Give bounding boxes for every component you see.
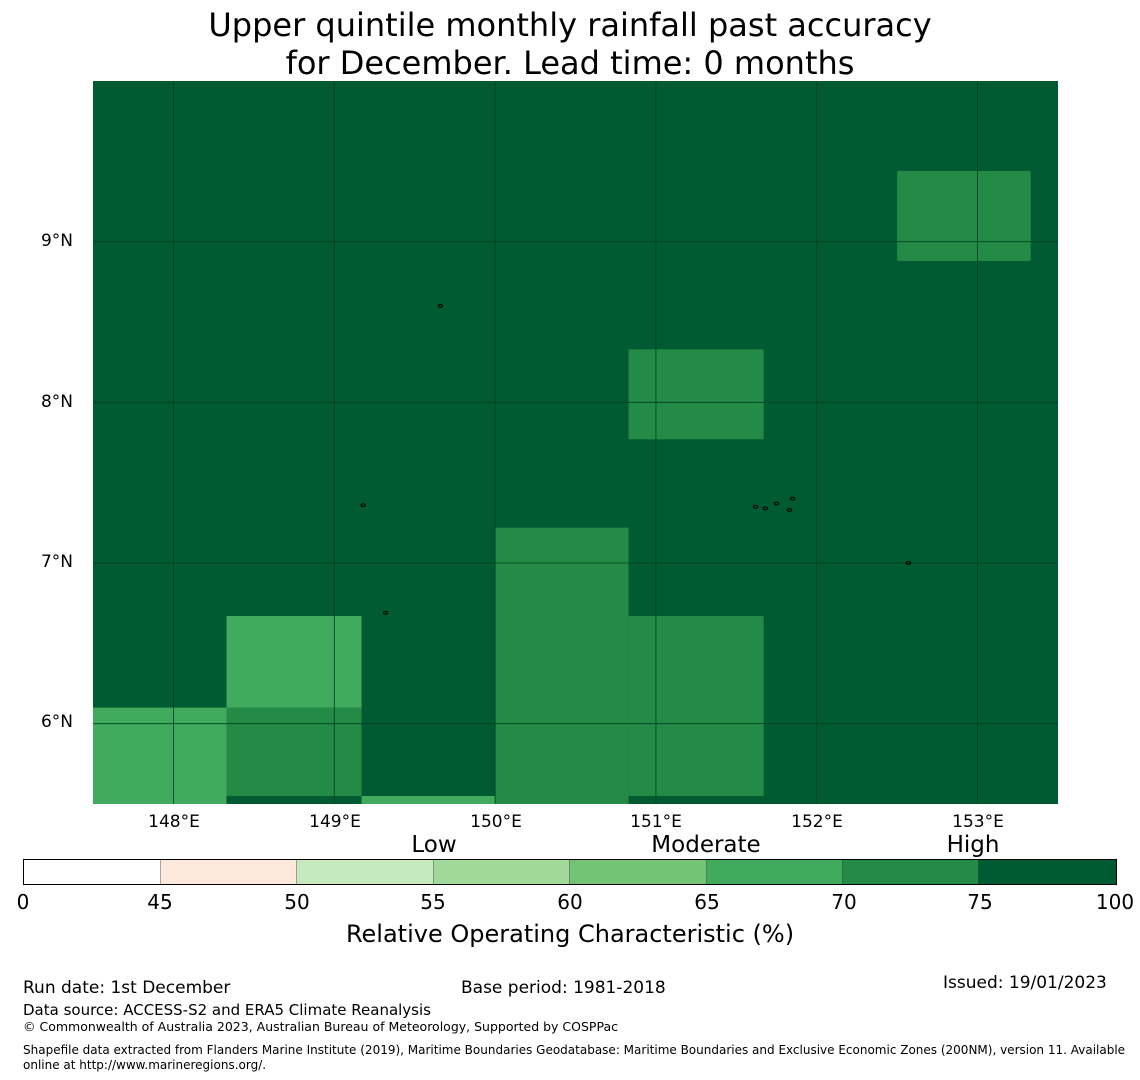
- island-outline-2: [382, 610, 389, 615]
- lat-label-8n: 8°N: [40, 392, 73, 412]
- roc-cell-6: [628, 349, 764, 440]
- copyright-notice: © Commonwealth of Australia 2023, Austra…: [23, 1019, 618, 1034]
- run-date: Run date: 1st December: [23, 978, 231, 998]
- lon-label-148e: 148°E: [148, 812, 200, 832]
- colorbar-segment-65-70: [706, 860, 844, 884]
- colorbar-segment-50-55: [297, 860, 434, 884]
- lat-label-9n: 9°N: [40, 231, 73, 251]
- lon-label-149e: 149°E: [309, 812, 361, 832]
- chart-title-line-2: for December. Lead time: 0 months: [285, 44, 855, 82]
- island-outline-8: [905, 561, 912, 565]
- shapefile-credit-line-2: online at http://www.marineregions.org/.: [23, 1058, 267, 1072]
- colorbar-segment-55-60: [433, 860, 571, 884]
- roc-cell-3: [361, 795, 496, 804]
- colorbar-tick-65: 65: [694, 890, 720, 914]
- colorbar-tick-60: 60: [557, 890, 583, 914]
- lat-label-6n: 6°N: [40, 712, 73, 732]
- data-source: Data source: ACCESS-S2 and ERA5 Climate …: [23, 1001, 431, 1019]
- roc-cell-0: [93, 707, 227, 804]
- island-outline-0: [437, 303, 444, 308]
- roc-cell-2: [226, 707, 362, 796]
- colorbar-tick-45: 45: [147, 890, 173, 914]
- lon-label-153e: 153°E: [952, 812, 1004, 832]
- colorbar-segment-75-100: [979, 860, 1117, 884]
- colorbar-segment-0-45: [24, 860, 161, 884]
- colorbar-tick-55: 55: [420, 890, 446, 914]
- colorbar-tick-100: 100: [1095, 890, 1135, 914]
- colorbar-segment-45-50: [160, 860, 298, 884]
- colorbar-label: Relative Operating Characteristic (%): [345, 920, 795, 948]
- roc-cell-1: [226, 616, 362, 708]
- issued-date: Issued: 19/01/2023: [943, 973, 1107, 993]
- colorbar-tick-50: 50: [284, 890, 310, 914]
- island-outline-4: [762, 506, 769, 511]
- lat-label-7n: 7°N: [40, 552, 73, 572]
- island-outline-5: [773, 501, 780, 506]
- lon-label-151e: 151°E: [630, 812, 682, 832]
- lon-label-152e: 152°E: [791, 812, 843, 832]
- colorbar: [23, 859, 1117, 885]
- island-outline-3: [752, 504, 759, 509]
- colorbar-tick-0: 0: [16, 890, 30, 914]
- category-low: Low: [411, 832, 457, 858]
- map-plot: [93, 81, 1058, 804]
- shapefile-credit-line-1: Shapefile data extracted from Flanders M…: [23, 1043, 1126, 1057]
- roc-cell-5: [628, 616, 764, 796]
- chart-title-line-1: Upper quintile monthly rainfall past acc…: [208, 6, 932, 44]
- colorbar-segment-70-75: [843, 860, 980, 884]
- island-outline-1: [360, 503, 366, 508]
- island-outline-7: [786, 508, 793, 512]
- category-high: High: [946, 832, 1000, 858]
- category-moderate: Moderate: [651, 832, 761, 858]
- colorbar-tick-75: 75: [967, 890, 993, 914]
- colorbar-tick-70: 70: [831, 890, 857, 914]
- colorbar-segment-60-65: [570, 860, 707, 884]
- roc-cell-4: [495, 527, 629, 804]
- roc-cell-7: [897, 170, 1031, 261]
- base-period: Base period: 1981-2018: [461, 978, 666, 998]
- island-outline-6: [789, 496, 796, 501]
- lon-label-150e: 150°E: [470, 812, 522, 832]
